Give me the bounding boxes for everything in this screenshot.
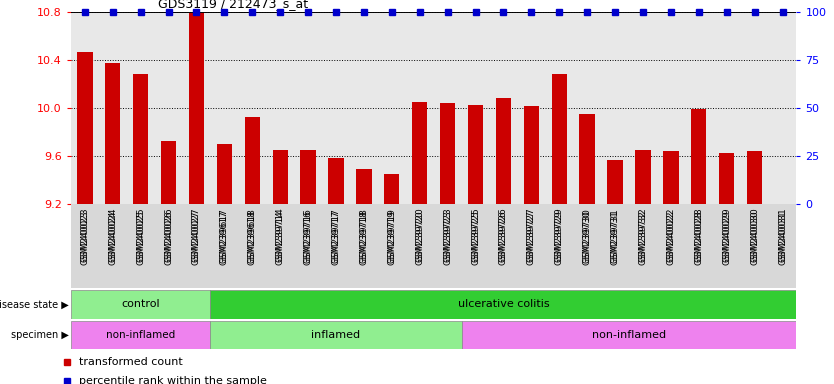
Text: inflamed: inflamed (311, 330, 360, 340)
Text: GSM239723: GSM239723 (443, 208, 452, 263)
Text: GSM239718: GSM239718 (359, 208, 369, 263)
Bar (105, 63, 120, 204)
Bar (71, 290, 210, 319)
Text: GSM239725: GSM239725 (471, 210, 480, 265)
Bar (524, 106, 539, 204)
Text: GSM239732: GSM239732 (639, 210, 647, 265)
Bar (747, 151, 762, 204)
Bar (440, 103, 455, 204)
Text: specimen ▶: specimen ▶ (11, 330, 68, 340)
Text: GSM240028: GSM240028 (694, 210, 703, 265)
Text: GSM239617: GSM239617 (220, 208, 229, 263)
Bar (78, 52, 93, 204)
Text: GSM240025: GSM240025 (136, 208, 145, 262)
Text: GSM239732: GSM239732 (639, 208, 647, 263)
Text: GSM240029: GSM240029 (722, 208, 731, 262)
Bar (133, 74, 148, 204)
Text: GSM239617: GSM239617 (220, 210, 229, 265)
Text: GSM240030: GSM240030 (750, 210, 759, 265)
Text: GSM239618: GSM239618 (248, 208, 257, 263)
Text: GSM240031: GSM240031 (778, 208, 787, 263)
Text: GSM239726: GSM239726 (499, 208, 508, 263)
Text: ulcerative colitis: ulcerative colitis (458, 299, 550, 310)
Bar (551, 74, 567, 204)
Bar (663, 151, 679, 204)
Text: GSM239731: GSM239731 (610, 210, 620, 265)
Text: GSM239726: GSM239726 (499, 210, 508, 265)
Text: GSM239729: GSM239729 (555, 208, 564, 263)
Text: GDS3119 / 212473_s_at: GDS3119 / 212473_s_at (158, 0, 308, 10)
Text: disease state ▶: disease state ▶ (0, 299, 68, 310)
Text: GSM240030: GSM240030 (750, 208, 759, 263)
Text: GSM240022: GSM240022 (666, 208, 676, 262)
Text: GSM239719: GSM239719 (387, 208, 396, 263)
Bar (691, 109, 706, 204)
Bar (719, 153, 735, 204)
Text: GSM239729: GSM239729 (555, 210, 564, 265)
Text: GSM239720: GSM239720 (415, 208, 425, 263)
Text: GSM240028: GSM240028 (694, 208, 703, 262)
Text: GSM239730: GSM239730 (583, 208, 591, 263)
Bar (210, 290, 796, 319)
Text: GSM240022: GSM240022 (666, 210, 676, 265)
Text: GSM239723: GSM239723 (443, 210, 452, 265)
Text: GSM240024: GSM240024 (108, 208, 118, 262)
Bar (580, 114, 595, 204)
Bar (468, 105, 483, 204)
Bar (210, 321, 461, 349)
Bar (607, 160, 623, 204)
Text: GSM239717: GSM239717 (331, 208, 340, 263)
Bar (495, 98, 511, 204)
Bar (71, 204, 796, 288)
Text: GSM240023: GSM240023 (80, 208, 89, 262)
Text: GSM240027: GSM240027 (192, 210, 201, 265)
Text: GSM239716: GSM239716 (304, 210, 313, 265)
Text: GSM239730: GSM239730 (583, 210, 591, 265)
Bar (217, 144, 232, 204)
Bar (71, 321, 210, 349)
Text: GSM239727: GSM239727 (527, 210, 536, 265)
Bar (244, 117, 260, 204)
Text: non-inflamed: non-inflamed (106, 330, 175, 340)
Text: GSM239714: GSM239714 (276, 208, 284, 263)
Text: transformed count: transformed count (79, 357, 183, 367)
Text: control: control (121, 299, 160, 310)
Bar (329, 158, 344, 204)
Bar (412, 101, 427, 204)
Bar (188, 13, 204, 204)
Text: non-inflamed: non-inflamed (592, 330, 666, 340)
Text: GSM240031: GSM240031 (778, 210, 787, 265)
Bar (356, 169, 372, 204)
Text: GSM240026: GSM240026 (164, 210, 173, 265)
Text: GSM239717: GSM239717 (331, 210, 340, 265)
Bar (384, 174, 399, 204)
Text: GSM239716: GSM239716 (304, 208, 313, 263)
Text: percentile rank within the sample: percentile rank within the sample (79, 376, 267, 384)
Bar (300, 149, 316, 204)
Bar (161, 141, 176, 204)
Text: GSM239720: GSM239720 (415, 210, 425, 265)
Text: GSM240025: GSM240025 (136, 210, 145, 265)
Text: GSM239731: GSM239731 (610, 208, 620, 263)
Text: GSM239718: GSM239718 (359, 210, 369, 265)
Text: GSM239725: GSM239725 (471, 208, 480, 263)
Text: GSM240027: GSM240027 (192, 208, 201, 262)
Bar (636, 149, 651, 204)
Text: GSM240024: GSM240024 (108, 210, 118, 265)
Text: GSM239714: GSM239714 (276, 210, 284, 265)
Text: GSM239719: GSM239719 (387, 210, 396, 265)
Text: GSM240023: GSM240023 (80, 210, 89, 265)
Bar (461, 321, 796, 349)
Text: GSM239618: GSM239618 (248, 210, 257, 265)
Text: GSM239727: GSM239727 (527, 208, 536, 263)
Text: GSM240026: GSM240026 (164, 208, 173, 262)
Text: GSM240029: GSM240029 (722, 210, 731, 265)
Bar (273, 149, 288, 204)
